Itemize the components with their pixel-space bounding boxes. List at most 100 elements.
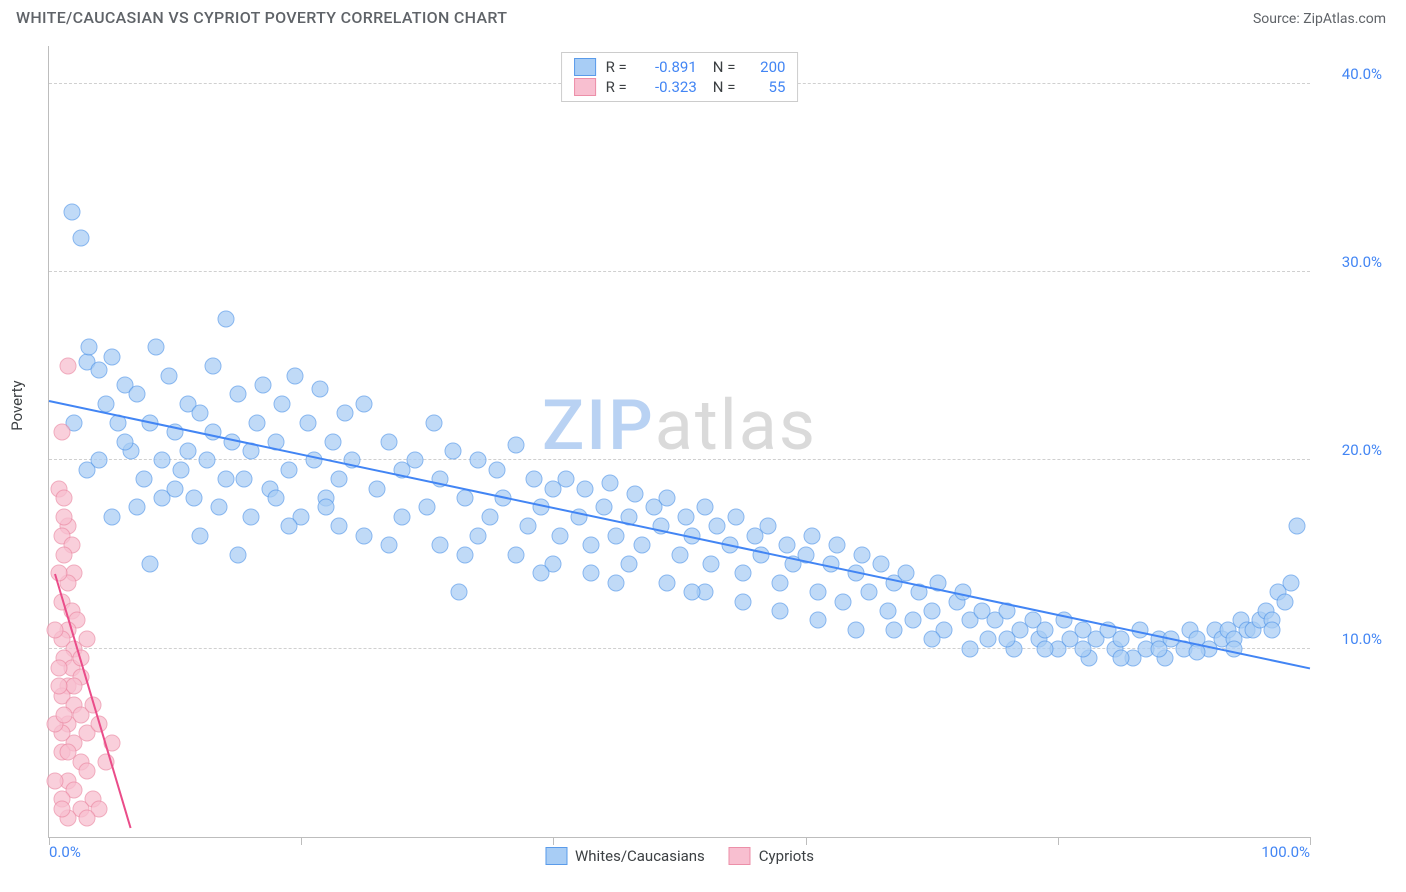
- data-point: [51, 678, 68, 695]
- data-point: [299, 414, 316, 431]
- data-point: [633, 537, 650, 554]
- data-point: [703, 555, 720, 572]
- gridline-h: [49, 459, 1310, 460]
- chart-title: WHITE/CAUCASIAN VS CYPRIOT POVERTY CORRE…: [16, 8, 507, 27]
- data-point: [576, 480, 593, 497]
- data-point: [999, 631, 1016, 648]
- data-point: [520, 518, 537, 535]
- data-point: [778, 537, 795, 554]
- data-point: [280, 518, 297, 535]
- data-point: [885, 621, 902, 638]
- data-point: [848, 621, 865, 638]
- data-point: [526, 471, 543, 488]
- legend-row: R =-0.323N =55: [574, 77, 786, 97]
- legend-row: R = -0.891 N = 200: [574, 57, 786, 77]
- data-point: [583, 565, 600, 582]
- y-tick-label: 30.0%: [1322, 253, 1382, 271]
- data-point: [56, 490, 73, 507]
- data-point: [331, 518, 348, 535]
- series-legend-label: Cypriots: [759, 847, 814, 865]
- data-point: [56, 546, 73, 563]
- trend-line: [49, 400, 1310, 669]
- data-point: [658, 490, 675, 507]
- data-point: [658, 574, 675, 591]
- source-name: ZipAtlas.com: [1303, 11, 1386, 27]
- legend-r-value: -0.323: [637, 78, 697, 96]
- data-point: [337, 405, 354, 422]
- data-point: [457, 546, 474, 563]
- data-point: [324, 433, 341, 450]
- legend-n-value: 200: [745, 58, 785, 76]
- data-point: [1112, 650, 1129, 667]
- data-point: [488, 461, 505, 478]
- data-point: [734, 565, 751, 582]
- data-point: [394, 508, 411, 525]
- data-point: [469, 452, 486, 469]
- legend-r-value: -0.891: [637, 58, 697, 76]
- legend-n-value: 55: [745, 78, 785, 96]
- data-point: [186, 490, 203, 507]
- data-point: [854, 546, 871, 563]
- watermark-zip: ZIP: [542, 385, 655, 467]
- legend-swatch: [729, 847, 751, 865]
- data-point: [734, 593, 751, 610]
- data-point: [81, 339, 98, 356]
- data-point: [116, 433, 133, 450]
- data-point: [47, 621, 64, 638]
- data-point: [53, 800, 70, 817]
- data-point: [507, 437, 524, 454]
- data-point: [47, 772, 64, 789]
- legend-n-label: N =: [713, 58, 736, 76]
- data-point: [1112, 631, 1129, 648]
- data-point: [1283, 574, 1300, 591]
- data-point: [873, 555, 890, 572]
- data-point: [356, 395, 373, 412]
- data-point: [66, 678, 83, 695]
- data-point: [141, 555, 158, 572]
- data-point: [1037, 621, 1054, 638]
- data-point: [621, 555, 638, 572]
- data-point: [104, 508, 121, 525]
- chart-header: WHITE/CAUCASIAN VS CYPRIOT POVERTY CORRE…: [0, 0, 1406, 31]
- data-point: [274, 395, 291, 412]
- data-point: [198, 452, 215, 469]
- data-point: [230, 386, 247, 403]
- data-point: [129, 386, 146, 403]
- plot-area: ZIPatlas R =-0.891N =200R =-0.323N =55 W…: [48, 46, 1310, 838]
- data-point: [129, 499, 146, 516]
- data-point: [469, 527, 486, 544]
- x-tick: [806, 837, 807, 845]
- data-point: [63, 203, 80, 220]
- data-point: [457, 490, 474, 507]
- data-point: [532, 565, 549, 582]
- data-point: [53, 424, 70, 441]
- data-point: [551, 527, 568, 544]
- series-legend-label: Whites/Caucasians: [575, 847, 705, 865]
- data-point: [192, 405, 209, 422]
- data-point: [671, 546, 688, 563]
- data-point: [583, 537, 600, 554]
- data-point: [255, 377, 272, 394]
- data-point: [1264, 621, 1281, 638]
- data-point: [608, 527, 625, 544]
- legend-swatch: [545, 847, 567, 865]
- data-point: [558, 471, 575, 488]
- data-point: [286, 367, 303, 384]
- data-point: [249, 414, 266, 431]
- correlation-legend: R = -0.891 N = 200R = -0.323 N = 55: [561, 52, 799, 102]
- data-point: [923, 631, 940, 648]
- data-point: [810, 584, 827, 601]
- data-point: [135, 471, 152, 488]
- y-tick-label: 20.0%: [1322, 441, 1382, 459]
- legend-r-label: R =: [606, 58, 627, 76]
- data-point: [78, 763, 95, 780]
- data-point: [627, 486, 644, 503]
- data-point: [860, 584, 877, 601]
- data-point: [923, 603, 940, 620]
- data-point: [331, 471, 348, 488]
- legend-swatch: [574, 58, 596, 76]
- legend-r-label: R =: [606, 78, 627, 96]
- data-point: [835, 593, 852, 610]
- series-legend-item: Whites/Caucasians: [545, 847, 705, 865]
- data-point: [211, 499, 228, 516]
